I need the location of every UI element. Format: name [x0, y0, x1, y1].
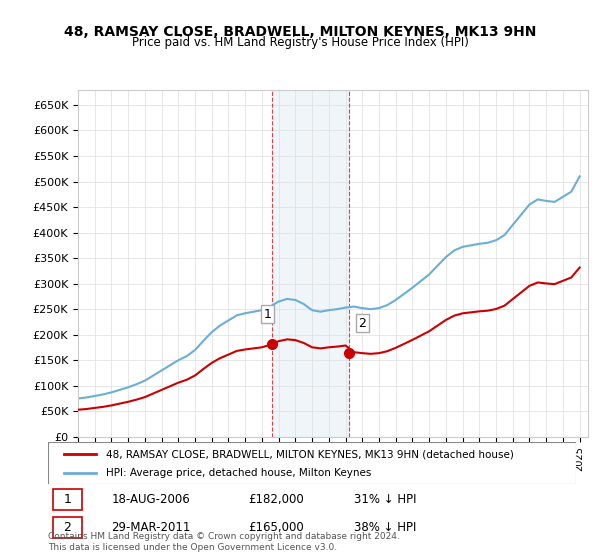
Text: 1: 1 [64, 493, 71, 506]
Text: 29-MAR-2011: 29-MAR-2011 [112, 521, 191, 534]
Text: HPI: Average price, detached house, Milton Keynes: HPI: Average price, detached house, Milt… [106, 468, 371, 478]
Text: 2: 2 [358, 316, 367, 330]
FancyBboxPatch shape [53, 517, 82, 538]
Text: £182,000: £182,000 [248, 493, 304, 506]
Bar [272, 90, 349, 437]
Text: Price paid vs. HM Land Registry's House Price Index (HPI): Price paid vs. HM Land Registry's House … [131, 36, 469, 49]
Text: 48, RAMSAY CLOSE, BRADWELL, MILTON KEYNES, MK13 9HN (detached house): 48, RAMSAY CLOSE, BRADWELL, MILTON KEYNE… [106, 449, 514, 459]
Text: 31% ↓ HPI: 31% ↓ HPI [354, 493, 417, 506]
Text: 1: 1 [263, 308, 271, 321]
Text: 48, RAMSAY CLOSE, BRADWELL, MILTON KEYNES, MK13 9HN: 48, RAMSAY CLOSE, BRADWELL, MILTON KEYNE… [64, 25, 536, 39]
Text: 18-AUG-2006: 18-AUG-2006 [112, 493, 190, 506]
Text: Contains HM Land Registry data © Crown copyright and database right 2024.
This d: Contains HM Land Registry data © Crown c… [48, 532, 400, 552]
FancyBboxPatch shape [48, 442, 576, 484]
Text: 38% ↓ HPI: 38% ↓ HPI [354, 521, 416, 534]
Text: £165,000: £165,000 [248, 521, 304, 534]
FancyBboxPatch shape [53, 489, 82, 510]
Text: 2: 2 [64, 521, 71, 534]
